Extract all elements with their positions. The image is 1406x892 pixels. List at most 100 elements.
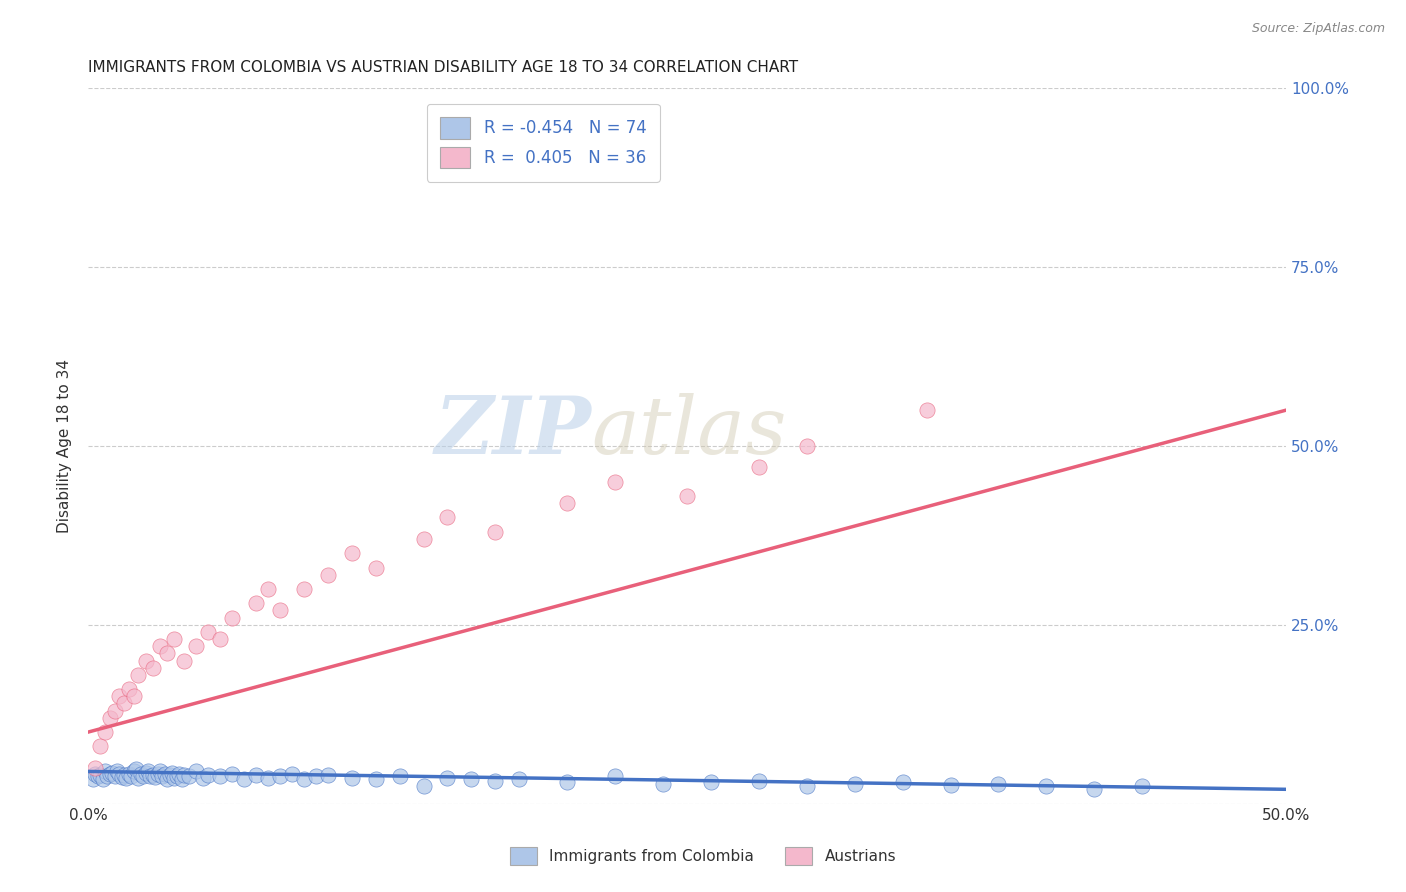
- Point: [127, 668, 149, 682]
- Point: [508, 772, 530, 786]
- Point: [256, 771, 278, 785]
- Point: [364, 560, 387, 574]
- Point: [84, 766, 107, 780]
- Point: [700, 775, 723, 789]
- Point: [412, 532, 434, 546]
- Point: [153, 767, 176, 781]
- Point: [112, 768, 135, 782]
- Point: [269, 603, 291, 617]
- Point: [460, 772, 482, 787]
- Point: [142, 661, 165, 675]
- Point: [125, 762, 148, 776]
- Point: [149, 764, 172, 779]
- Point: [156, 647, 179, 661]
- Point: [91, 772, 114, 786]
- Point: [96, 769, 118, 783]
- Point: [412, 779, 434, 793]
- Point: [844, 776, 866, 790]
- Point: [108, 767, 131, 781]
- Point: [122, 764, 145, 779]
- Point: [129, 767, 152, 781]
- Point: [103, 769, 125, 783]
- Text: Source: ZipAtlas.com: Source: ZipAtlas.com: [1251, 22, 1385, 36]
- Point: [388, 769, 411, 783]
- Point: [170, 772, 193, 786]
- Point: [89, 768, 111, 782]
- Point: [748, 773, 770, 788]
- Text: atlas: atlas: [592, 392, 786, 470]
- Point: [111, 770, 134, 784]
- Point: [676, 489, 699, 503]
- Point: [98, 711, 121, 725]
- Point: [221, 766, 243, 780]
- Point: [101, 765, 124, 780]
- Point: [146, 766, 169, 780]
- Point: [245, 596, 267, 610]
- Text: ZIP: ZIP: [434, 392, 592, 470]
- Point: [364, 772, 387, 786]
- Point: [132, 769, 155, 783]
- Y-axis label: Disability Age 18 to 34: Disability Age 18 to 34: [58, 359, 72, 533]
- Point: [305, 769, 328, 783]
- Point: [173, 768, 195, 782]
- Point: [142, 768, 165, 782]
- Point: [108, 690, 131, 704]
- Point: [152, 769, 174, 783]
- Point: [135, 654, 157, 668]
- Point: [89, 739, 111, 754]
- Point: [163, 771, 186, 785]
- Point: [160, 765, 183, 780]
- Point: [1083, 782, 1105, 797]
- Point: [316, 567, 339, 582]
- Point: [94, 764, 117, 779]
- Point: [208, 632, 231, 646]
- Point: [166, 769, 188, 783]
- Point: [112, 697, 135, 711]
- Point: [221, 610, 243, 624]
- Point: [292, 582, 315, 596]
- Point: [122, 690, 145, 704]
- Point: [748, 460, 770, 475]
- Point: [915, 403, 938, 417]
- Point: [173, 654, 195, 668]
- Point: [269, 769, 291, 783]
- Point: [94, 725, 117, 739]
- Point: [84, 761, 107, 775]
- Point: [191, 771, 214, 785]
- Point: [163, 632, 186, 646]
- Point: [1035, 779, 1057, 793]
- Point: [555, 496, 578, 510]
- Point: [98, 767, 121, 781]
- Text: IMMIGRANTS FROM COLOMBIA VS AUSTRIAN DISABILITY AGE 18 TO 34 CORRELATION CHART: IMMIGRANTS FROM COLOMBIA VS AUSTRIAN DIS…: [89, 60, 799, 75]
- Point: [939, 778, 962, 792]
- Point: [555, 775, 578, 789]
- Legend: R = -0.454   N = 74, R =  0.405   N = 36: R = -0.454 N = 74, R = 0.405 N = 36: [427, 103, 659, 182]
- Point: [605, 769, 627, 783]
- Point: [136, 764, 159, 778]
- Point: [436, 771, 458, 785]
- Point: [436, 510, 458, 524]
- Point: [149, 639, 172, 653]
- Point: [103, 704, 125, 718]
- Point: [118, 766, 141, 780]
- Point: [987, 776, 1010, 790]
- Point: [256, 582, 278, 596]
- Point: [208, 769, 231, 783]
- Point: [135, 765, 157, 780]
- Point: [891, 775, 914, 789]
- Point: [159, 768, 181, 782]
- Point: [197, 624, 219, 639]
- Point: [340, 771, 363, 785]
- Point: [1130, 779, 1153, 793]
- Point: [292, 772, 315, 786]
- Point: [118, 682, 141, 697]
- Point: [232, 772, 254, 786]
- Point: [197, 768, 219, 782]
- Point: [115, 771, 138, 785]
- Point: [340, 546, 363, 560]
- Point: [484, 524, 506, 539]
- Point: [105, 764, 128, 778]
- Point: [177, 769, 200, 783]
- Point: [796, 779, 818, 793]
- Point: [281, 767, 304, 781]
